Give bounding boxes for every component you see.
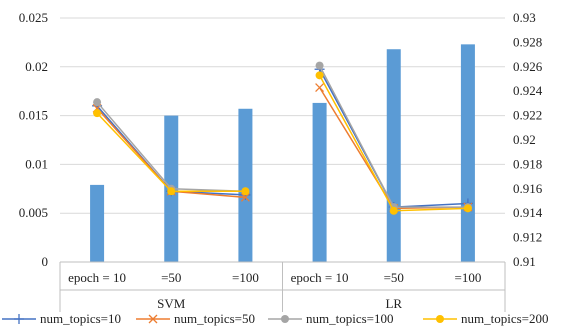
right-tick-label: 0.91 [513,254,536,269]
marker-plus [14,314,24,324]
right-tick-label: 0.918 [513,156,542,171]
legend-item: num_topics=10 [2,311,121,326]
legend-label: num_topics=100 [306,311,394,326]
series-num-topics-100 [93,61,472,212]
marker-circle [167,187,176,196]
category-label: =50 [161,270,181,285]
marker-circle [241,187,250,196]
line-series [92,61,473,215]
right-tick-label: 0.922 [513,108,542,123]
right-tick-label: 0.92 [513,132,536,147]
right-tick-label: 0.916 [513,181,543,196]
left-tick-label: 0.005 [19,205,48,220]
bar [312,102,327,262]
right-tick-label: 0.914 [513,205,543,220]
marker-stroke [240,192,250,202]
marker-stroke [148,314,158,324]
left-tick-label: 0 [42,254,49,269]
series-num-topics-200 [93,71,472,215]
right-tick-label: 0.93 [513,10,536,25]
legend-label: num_topics=200 [461,311,549,326]
legend: num_topics=10 num_topics=50 num_topics=100… [2,311,549,326]
right-tick-label: 0.924 [513,83,543,98]
series-num-topics-50 [92,83,473,213]
legend-label: num_topics=10 [40,311,121,326]
right-tick-label: 0.912 [513,230,542,245]
legend-label: num_topics=50 [174,311,255,326]
group-label: LR [385,296,402,311]
category-label: =50 [384,270,404,285]
category-label: epoch = 10 [68,270,126,285]
marker-x [148,314,158,324]
category-label: =100 [454,270,481,285]
legend-item: num_topics=200 [423,311,549,326]
right-tick-label: 0.926 [513,59,543,74]
marker-stroke [315,83,325,92]
bar [460,44,475,262]
marker-circle [93,109,102,118]
left-tick-label: 0.015 [19,108,48,123]
left-tick-label: 0.01 [25,156,48,171]
category-label: epoch = 10 [291,270,349,285]
group-label: SVM [157,296,186,311]
marker-circle [93,98,102,107]
marker-circle [436,315,444,323]
marker-circle [463,204,472,213]
bar [386,49,401,263]
right-tick-label: 0.928 [513,34,542,49]
legend-item: num_topics=50 [136,311,255,326]
left-tick-label: 0.02 [25,59,48,74]
legend-item: num_topics=100 [268,311,394,326]
marker-circle [281,315,289,323]
marker-x [315,83,325,92]
marker-x [240,192,250,202]
marker-circle [315,71,324,80]
bar-series [90,44,475,263]
category-label: =100 [232,270,259,285]
axes: 0 0.005 0.01 0.015 0.02 0.025 0.91 0.912 0.914 0.… [19,10,543,312]
marker-circle [389,206,398,215]
bar [238,108,253,262]
marker-circle [315,61,324,70]
left-tick-label: 0.025 [19,10,48,25]
bar [90,184,105,262]
series-num-topics-10 [92,64,473,213]
